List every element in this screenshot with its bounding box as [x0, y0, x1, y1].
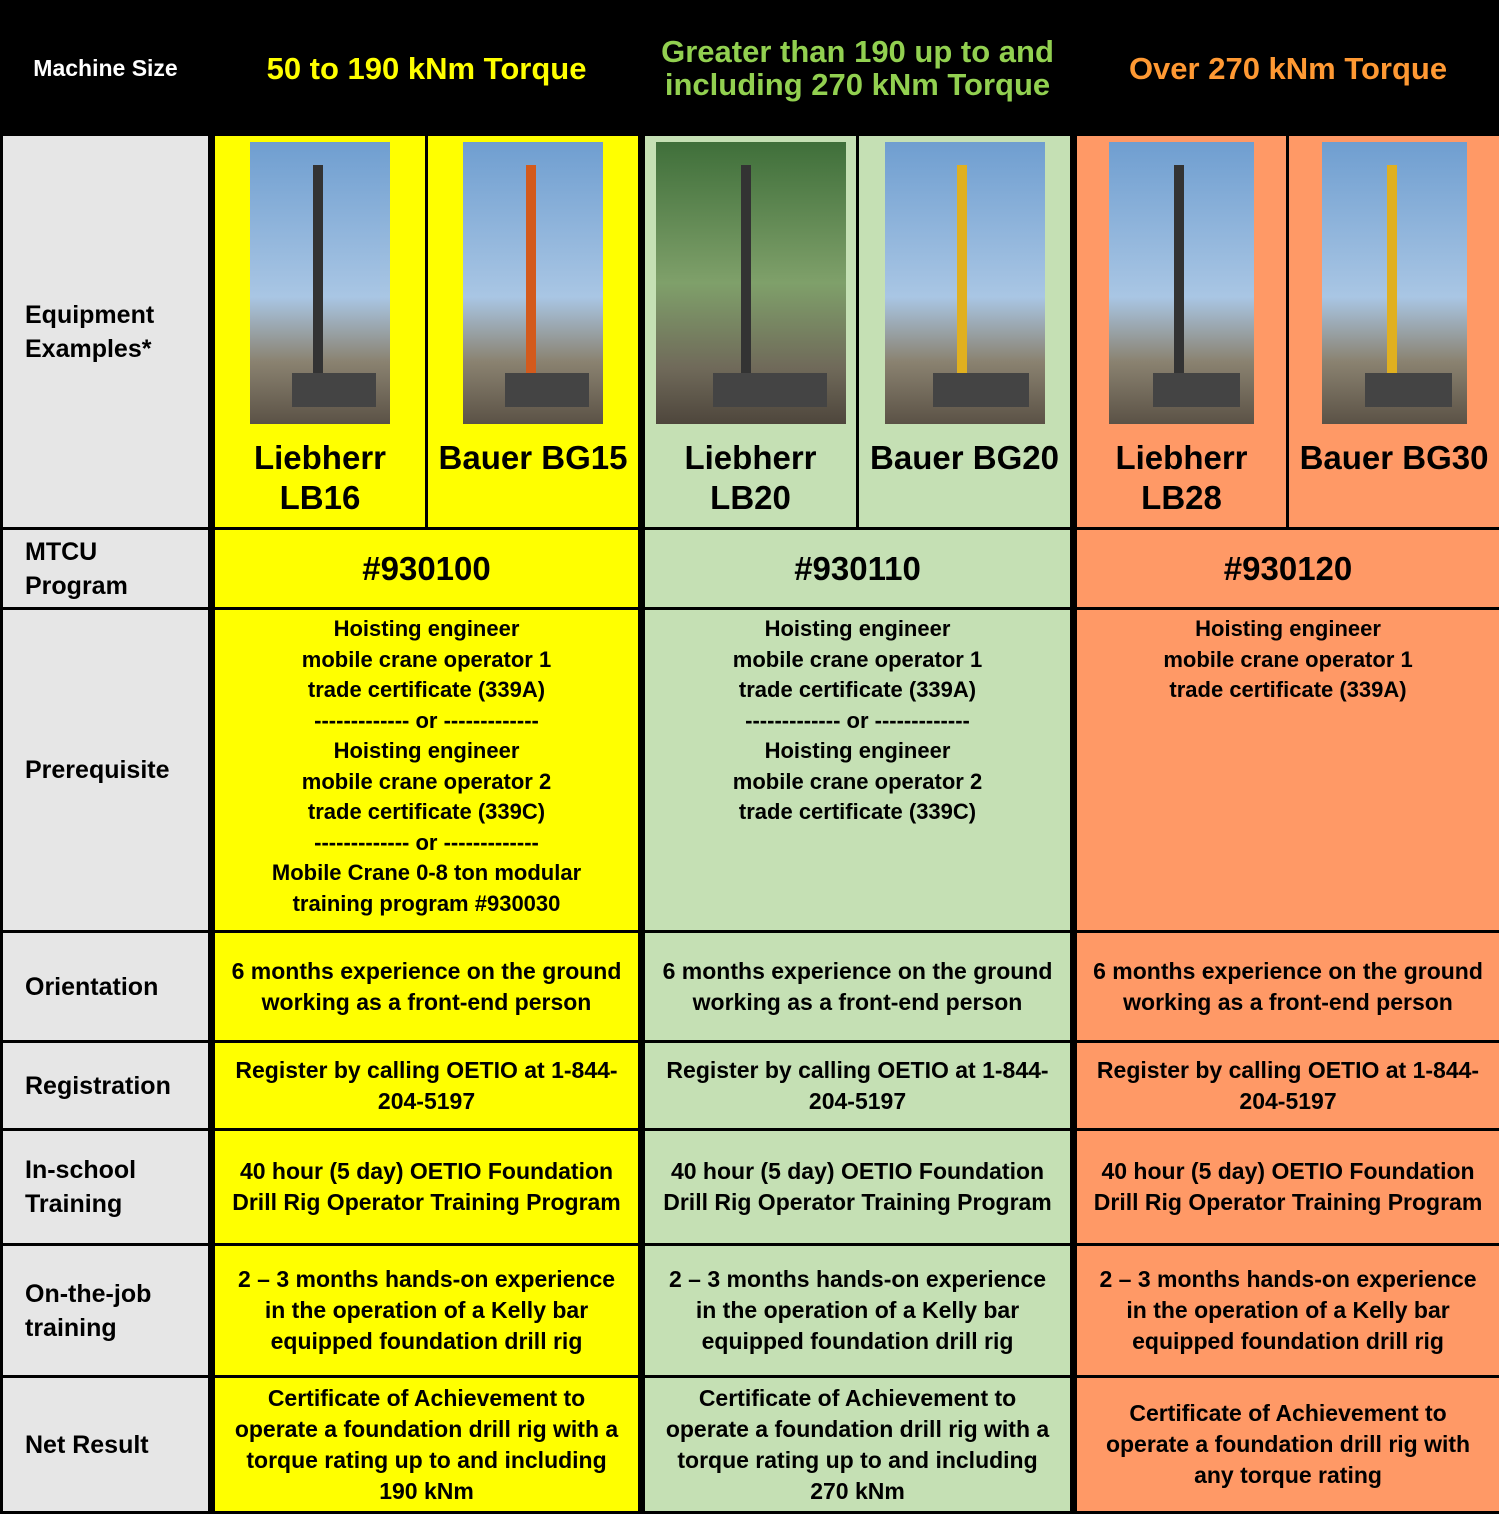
prerequisite-line: mobile crane operator 2: [659, 767, 1056, 798]
header-cell: Over 270 kNm Torque: [1074, 2, 1499, 135]
prerequisite-line: trade certificate (339C): [659, 797, 1056, 828]
mtcu-row: MTCU Program #930100 #930110 #930120: [2, 529, 1499, 609]
prerequisite-line: Hoisting engineer: [229, 736, 624, 767]
machine-name: Liebherr LB20: [653, 438, 848, 518]
equipment-cell: Liebherr LB16: [212, 135, 427, 529]
cell: #930100: [212, 529, 642, 609]
header-cell: Machine Size: [2, 2, 212, 135]
equipment-row: Equipment Examples* Liebherr LB16 Bauer …: [2, 135, 1499, 529]
cell: 40 hour (5 day) OETIO Foundation Drill R…: [1074, 1130, 1499, 1245]
prerequisite-line: trade certificate (339A): [229, 675, 624, 706]
prerequisite-line: trade certificate (339A): [659, 675, 1056, 706]
row-label: In-school Training: [2, 1130, 212, 1245]
cell: 40 hour (5 day) OETIO Foundation Drill R…: [642, 1130, 1074, 1245]
cell: 6 months experience on the ground workin…: [1074, 932, 1499, 1042]
prerequisite-line: Hoisting engineer: [1091, 614, 1485, 645]
prerequisite-line: mobile crane operator 2: [229, 767, 624, 798]
row-label: Orientation: [2, 932, 212, 1042]
cell: 6 months experience on the ground workin…: [212, 932, 642, 1042]
header-cell: Greater than 190 up to and including 270…: [642, 2, 1074, 135]
row-label: Registration: [2, 1042, 212, 1130]
cell: 2 – 3 months hands-on experience in the …: [212, 1245, 642, 1377]
prerequisite-line: Mobile Crane 0-8 ton modular: [229, 858, 624, 889]
cell: Register by calling OETIO at 1-844-204-5…: [212, 1042, 642, 1130]
header-row: Machine Size 50 to 190 kNm Torque Greate…: [2, 2, 1499, 135]
machine-photo: [885, 142, 1045, 424]
header-cell: 50 to 190 kNm Torque: [212, 2, 642, 135]
row-label: Prerequisite: [2, 609, 212, 932]
prerequisite-line: mobile crane operator 1: [1091, 645, 1485, 676]
prerequisite-line: trade certificate (339C): [229, 797, 624, 828]
prerequisite-line: mobile crane operator 1: [659, 645, 1056, 676]
cell: Certificate of Achievement to operate a …: [642, 1377, 1074, 1513]
prerequisite-line: trade certificate (339A): [1091, 675, 1485, 706]
row-label: Net Result: [2, 1377, 212, 1513]
prerequisite-line: training program #930030: [229, 889, 624, 920]
equipment-cell: Bauer BG20: [858, 135, 1074, 529]
cell: Certificate of Achievement to operate a …: [212, 1377, 642, 1513]
page: Machine Size 50 to 190 kNm Torque Greate…: [0, 0, 1499, 1511]
cell: 2 – 3 months hands-on experience in the …: [642, 1245, 1074, 1377]
cell: Register by calling OETIO at 1-844-204-5…: [1074, 1042, 1499, 1130]
prerequisite-line: ------------- or -------------: [659, 706, 1056, 737]
prerequisite-line: Hoisting engineer: [229, 614, 624, 645]
cell: 40 hour (5 day) OETIO Foundation Drill R…: [212, 1130, 642, 1245]
row-label: MTCU Program: [2, 529, 212, 609]
cell: 2 – 3 months hands-on experience in the …: [1074, 1245, 1499, 1377]
machine-name: Bauer BG15: [436, 438, 630, 478]
machine-photo: [250, 142, 390, 424]
training-table: Machine Size 50 to 190 kNm Torque Greate…: [0, 0, 1499, 1514]
row-label: Equipment Examples*: [2, 135, 212, 529]
equipment-cell: Bauer BG30: [1288, 135, 1499, 529]
cell: #930110: [642, 529, 1074, 609]
cell: Certificate of Achievement to operate a …: [1074, 1377, 1499, 1513]
equipment-cell: Liebherr LB20: [642, 135, 858, 529]
machine-name: Liebherr LB28: [1085, 438, 1278, 518]
row-label: On-the-job training: [2, 1245, 212, 1377]
prerequisite-line: ------------- or -------------: [229, 828, 624, 859]
prerequisite-line: mobile crane operator 1: [229, 645, 624, 676]
machine-photo: [1109, 142, 1254, 424]
machine-photo: [656, 142, 846, 424]
cell: Register by calling OETIO at 1-844-204-5…: [642, 1042, 1074, 1130]
equipment-cell: Bauer BG15: [427, 135, 642, 529]
equipment-cell: Liebherr LB28: [1074, 135, 1288, 529]
prerequisite-line: Hoisting engineer: [659, 614, 1056, 645]
cell: 6 months experience on the ground workin…: [642, 932, 1074, 1042]
machine-name: Bauer BG30: [1297, 438, 1491, 478]
machine-name: Liebherr LB16: [223, 438, 417, 518]
machine-photo: [1322, 142, 1467, 424]
cell: #930120: [1074, 529, 1499, 609]
machine-name: Bauer BG20: [867, 438, 1062, 478]
prerequisite-line: ------------- or -------------: [229, 706, 624, 737]
prerequisite-line: Hoisting engineer: [659, 736, 1056, 767]
machine-photo: [463, 142, 603, 424]
